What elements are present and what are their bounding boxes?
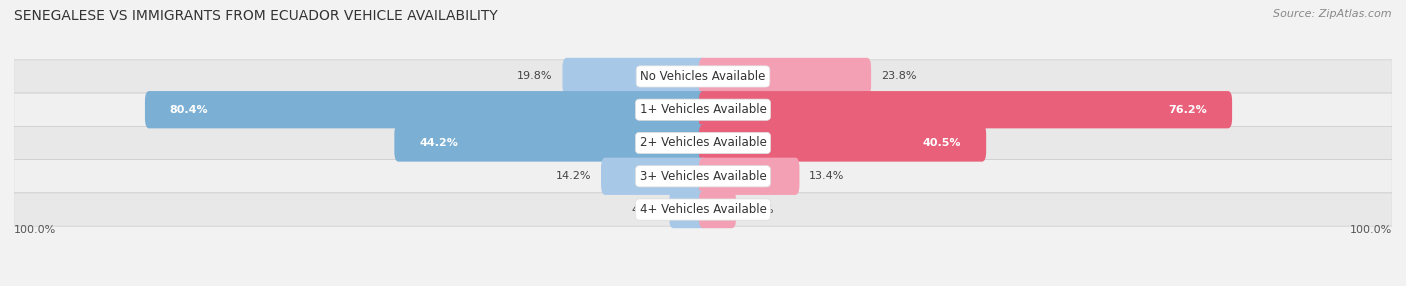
Text: 14.2%: 14.2% <box>555 171 592 181</box>
FancyBboxPatch shape <box>14 193 1392 226</box>
FancyBboxPatch shape <box>145 91 707 128</box>
FancyBboxPatch shape <box>14 160 1392 193</box>
FancyBboxPatch shape <box>699 158 800 195</box>
Text: 4.2%: 4.2% <box>745 204 775 214</box>
FancyBboxPatch shape <box>699 91 1232 128</box>
FancyBboxPatch shape <box>600 158 707 195</box>
FancyBboxPatch shape <box>14 60 1392 93</box>
Text: 4.3%: 4.3% <box>631 204 659 214</box>
Text: 19.8%: 19.8% <box>517 72 553 82</box>
Text: 2+ Vehicles Available: 2+ Vehicles Available <box>640 136 766 150</box>
Text: 100.0%: 100.0% <box>14 225 56 235</box>
Text: Source: ZipAtlas.com: Source: ZipAtlas.com <box>1274 9 1392 19</box>
Text: 1+ Vehicles Available: 1+ Vehicles Available <box>640 103 766 116</box>
Text: 76.2%: 76.2% <box>1168 105 1208 115</box>
FancyBboxPatch shape <box>394 124 707 162</box>
Text: 23.8%: 23.8% <box>880 72 917 82</box>
FancyBboxPatch shape <box>14 126 1392 160</box>
Text: 13.4%: 13.4% <box>808 171 845 181</box>
Text: 40.5%: 40.5% <box>922 138 962 148</box>
Text: 4+ Vehicles Available: 4+ Vehicles Available <box>640 203 766 216</box>
Text: No Vehicles Available: No Vehicles Available <box>640 70 766 83</box>
FancyBboxPatch shape <box>14 93 1392 126</box>
FancyBboxPatch shape <box>699 124 986 162</box>
Text: 100.0%: 100.0% <box>1350 225 1392 235</box>
Text: 80.4%: 80.4% <box>170 105 208 115</box>
FancyBboxPatch shape <box>562 58 707 95</box>
FancyBboxPatch shape <box>699 58 872 95</box>
Text: SENEGALESE VS IMMIGRANTS FROM ECUADOR VEHICLE AVAILABILITY: SENEGALESE VS IMMIGRANTS FROM ECUADOR VE… <box>14 9 498 23</box>
Text: 3+ Vehicles Available: 3+ Vehicles Available <box>640 170 766 183</box>
FancyBboxPatch shape <box>699 191 737 228</box>
FancyBboxPatch shape <box>669 191 707 228</box>
Text: 44.2%: 44.2% <box>419 138 458 148</box>
